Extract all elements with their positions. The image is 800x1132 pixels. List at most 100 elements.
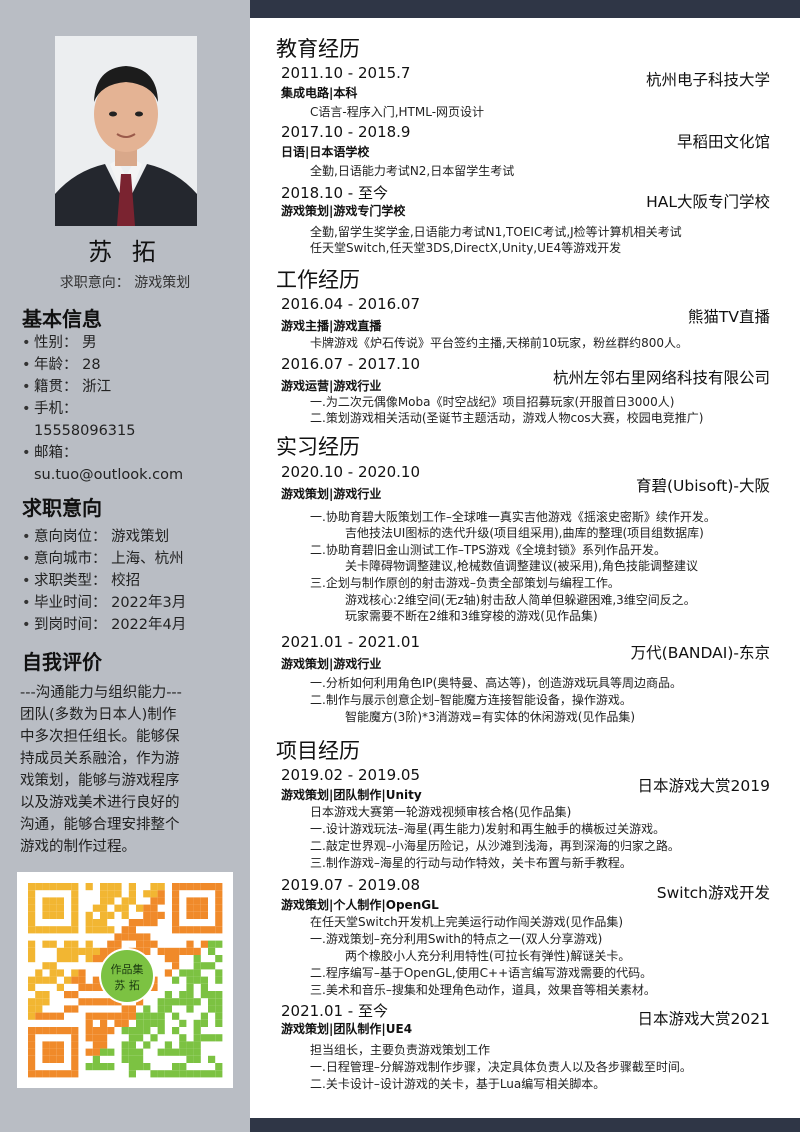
intern-desc: 吉他技法UI图标的迭代升级(项目组采用),曲库的整理(项目组数据库): [345, 526, 704, 540]
project-desc: 日本游戏大赛第一轮游戏视频审核合格(见作品集): [310, 805, 572, 819]
work-desc: 一.为二次元偶像Moba《时空战纪》项目招募玩家(开服首日3000人): [310, 395, 675, 409]
intern-role: 游戏策划|游戏行业: [281, 657, 382, 671]
phone-label: • 手机：: [22, 398, 183, 420]
work-desc: 二.策划游戏相关活动(圣诞节主题活动，游戏人物cos大赛，校园电竞推广): [310, 411, 704, 425]
job-intent-item: • 到岗时间： 2022年4月: [22, 614, 186, 636]
project-desc: 一.游戏策划–充分利用Swith的特点之一(双人分享游戏): [310, 932, 603, 946]
job-intent-list: • 意向岗位： 游戏策划 • 意向城市： 上海、杭州 • 求职类型： 校招 • 毕业时间…: [22, 526, 186, 636]
edu-date: 2017.10 - 2018.9: [281, 123, 411, 141]
intern-desc: 游戏核心:2维空间(无z轴)射击敌人简单但躲避困难,3维空间反之。: [345, 593, 696, 607]
project-date: 2019.02 - 2019.05: [281, 766, 421, 784]
edu-org: 杭州电子科技大学: [645, 71, 770, 89]
self-eval-heading: 自我评价: [22, 650, 102, 674]
project-desc: 一.设计游戏玩法–海星(再生能力)发射和再生触手的横板过关游戏。: [310, 822, 666, 836]
bullet-icon: •: [22, 445, 31, 461]
project-desc: 一.日程管理–分解游戏制作步骤，决定具体负责人以及各步骤截至时间。: [310, 1060, 692, 1074]
bullet-icon: •: [22, 357, 31, 373]
edu-org: 早稻田文化馆: [676, 133, 770, 151]
project-desc: 担当组长，主要负责游戏策划工作: [310, 1043, 491, 1057]
basic-info-list: • 性别： 男 • 年龄： 28 • 籍贯： 浙江 • 手机： 15558096315 …: [22, 332, 183, 486]
edu-role: 游戏策划|游戏专门学校: [281, 204, 406, 218]
bullet-icon: •: [22, 379, 31, 395]
bullet-icon: •: [22, 617, 31, 633]
intern-desc: 一.分析如何利用角色IP(奥特曼、高达等)，创造游戏玩具等周边商品。: [310, 676, 682, 690]
job-intent-item: • 意向城市： 上海、杭州: [22, 548, 186, 570]
work-date: 2016.07 - 2017.10: [281, 355, 421, 373]
intern-desc: 一.协助育碧大阪策划工作–全球唯一真实吉他游戏《摇滚史密斯》续作开发。: [310, 510, 716, 524]
project-desc: 二.程序编写–基于OpenGL,使用C++语言编写游戏需要的代码。: [310, 966, 653, 980]
intern-role: 游戏策划|游戏行业: [281, 487, 382, 501]
work-desc: 卡牌游戏《炉石传说》平台签约主播,天梯前10玩家，粉丝群约800人。: [310, 336, 688, 350]
project-desc: 在任天堂Switch开发机上完美运行动作闯关游戏(见作品集): [310, 915, 624, 929]
project-desc: 二.敲定世界观–小海星历险记，从沙滩到浅海，再到深海的归家之路。: [310, 839, 680, 853]
job-intent-subtitle: 求职意向： 游戏策划: [59, 275, 191, 291]
intern-desc: 二.协助育碧旧金山测试工作–TPS游戏《全境封锁》系列作品开发。: [310, 543, 667, 557]
phone-value: 15558096315: [34, 423, 136, 439]
profile-photo: [55, 36, 197, 226]
edu-desc: 全勤,日语能力考试N2,日本留学生考试: [310, 164, 515, 178]
bullet-icon: •: [22, 573, 31, 589]
project-heading: 项目经历: [276, 739, 360, 763]
intern-date: 2021.01 - 2021.01: [281, 633, 421, 651]
work-heading: 工作经历: [276, 268, 360, 292]
bullet-icon: •: [22, 335, 31, 351]
edu-desc: C语言-程序入门,HTML-网页设计: [310, 105, 485, 119]
bullet-icon: •: [22, 401, 31, 417]
project-org: 日本游戏大赏2019: [637, 777, 770, 795]
edu-role: 日语|日本语学校: [281, 145, 370, 159]
bullet-icon: •: [22, 551, 31, 567]
email-label: • 邮箱：: [22, 442, 183, 464]
work-role: 游戏运营|游戏行业: [281, 379, 382, 393]
intern-desc: 二.制作与展示创意企划–智能魔方连接智能设备，操作游戏。: [310, 693, 632, 707]
education-heading: 教育经历: [276, 37, 360, 61]
gender-item: • 性别： 男: [22, 332, 183, 354]
bullet-icon: •: [22, 595, 31, 611]
intern-desc: 智能魔方(3阶)*3消游戏=有实体的休闲游戏(见作品集): [345, 710, 636, 724]
work-org: 杭州左邻右里网络科技有限公司: [552, 369, 770, 387]
intern-desc: 关卡障碍物调整建议,枪械数值调整建议(被采用),角色技能调整建议: [345, 559, 698, 573]
intern-date: 2020.10 - 2020.10: [281, 463, 421, 481]
edu-date: 2011.10 - 2015.7: [281, 64, 411, 82]
work-org: 熊猫TV直播: [687, 308, 770, 326]
bottom-decor-strip: [250, 1116, 800, 1132]
qr-code-icon: [28, 883, 223, 1078]
origin-item: • 籍贯： 浙江: [22, 376, 183, 398]
work-role: 游戏主播|游戏直播: [281, 319, 382, 333]
project-date: 2021.01 - 至今: [281, 1002, 388, 1020]
project-desc: 二.关卡设计–设计游戏的关卡，基于Lua编写相关脚本。: [310, 1077, 606, 1091]
self-eval-text: ---沟通能力与组织能力--- 团队(多数为日本人)制作 中多次担任组长。能够保…: [20, 685, 182, 855]
project-date: 2019.07 - 2019.08: [281, 876, 421, 894]
top-decor-strip: [250, 0, 800, 22]
edu-desc: 任天堂Switch,任天堂3DS,DirectX,Unity,UE4等游戏开发: [310, 241, 622, 255]
age-item: • 年龄： 28: [22, 354, 183, 376]
intern-heading: 实习经历: [276, 435, 360, 459]
bullet-icon: •: [22, 529, 31, 545]
person-portrait-icon: [55, 36, 197, 226]
intern-org: 育碧(Ubisoft)-大阪: [636, 477, 770, 495]
job-intent-item: • 求职类型： 校招: [22, 570, 186, 592]
edu-org: HAL大阪专门学校: [646, 193, 770, 211]
intern-desc: 玩家需要不断在2维和3维穿梭的游戏(见作品集): [345, 609, 598, 623]
email-value: su.tuo@outlook.com: [34, 467, 184, 483]
intern-org: 万代(BANDAI)-东京: [630, 644, 770, 662]
edu-desc: 全勤,留学生奖学金,日语能力考试N1,TOEIC考试,J检等计算机相关考试: [310, 225, 682, 239]
project-desc: 三.美术和音乐–搜集和处理角色动作，道具，效果音等相关素材。: [310, 983, 656, 997]
project-desc: 三.制作游戏–海星的行动与动作特效，关卡布置与新手教程。: [310, 856, 632, 870]
edu-role: 集成电路|本科: [281, 86, 358, 100]
project-role: 游戏策划|个人制作|OpenGL: [281, 898, 439, 912]
candidate-name: 苏 拓: [88, 238, 162, 266]
project-org: 日本游戏大赏2021: [637, 1010, 770, 1028]
project-desc: 两个橡胶小人充分利用特性(可拉长有弹性)解谜关卡。: [345, 949, 631, 963]
project-org: Switch游戏开发: [656, 884, 770, 902]
main-panel: [250, 18, 800, 1118]
basic-info-heading: 基本信息: [22, 307, 102, 331]
portfolio-qr-code[interactable]: 作品集 苏 拓: [17, 872, 233, 1088]
work-date: 2016.04 - 2016.07: [281, 295, 421, 313]
job-intent-item: • 毕业时间： 2022年3月: [22, 592, 186, 614]
edu-date: 2018.10 - 至今: [281, 184, 388, 202]
qr-center-badge: 作品集 苏 拓: [99, 948, 155, 1004]
project-role: 游戏策划|团队制作|UE4: [281, 1022, 413, 1036]
intern-desc: 三.企划与制作原创的射击游戏–负责全部策划与编程工作。: [310, 576, 620, 590]
project-role: 游戏策划|团队制作|Unity: [281, 788, 422, 802]
